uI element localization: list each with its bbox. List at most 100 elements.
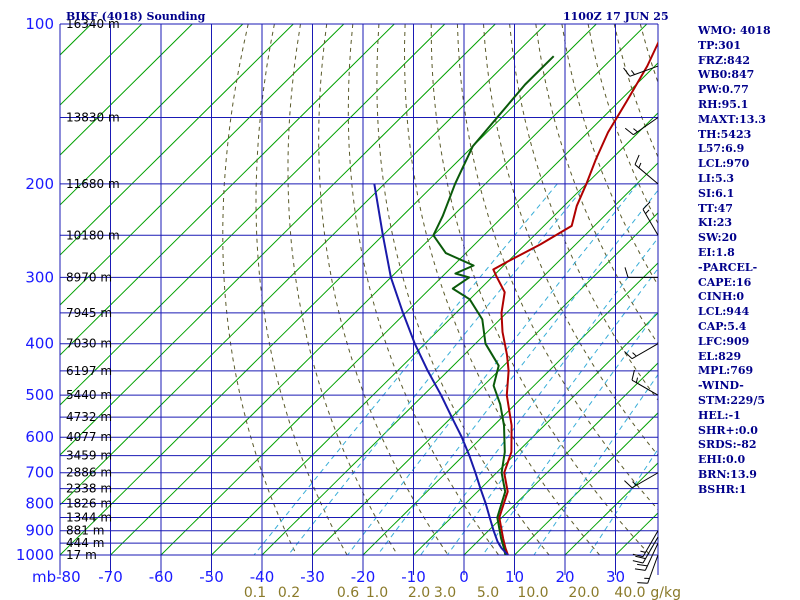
mixing-ratio-label: 10.0	[517, 585, 548, 600]
pressure-label: 100	[25, 15, 54, 33]
index-item: SI:6.1	[698, 186, 735, 200]
height-label: 10180 m	[66, 228, 120, 242]
index-item: LI:5.3	[698, 171, 735, 185]
pressure-label: 300	[25, 268, 54, 286]
height-label: 11680 m	[66, 177, 120, 191]
wind-barb	[634, 542, 659, 571]
index-item: PW:0.77	[698, 83, 749, 97]
temperature-tick-label: -60	[149, 568, 174, 586]
height-label: 13830 m	[66, 111, 120, 125]
mixing-ratio-label: 0.6	[337, 585, 359, 600]
index-item: TP:301	[698, 38, 742, 52]
index-item: EI:1.8	[698, 245, 735, 259]
index-item: RH:95.1	[698, 97, 749, 111]
wind-barb-flag	[631, 369, 635, 381]
chart-subtitle: 1100Z 17 JUN 25	[563, 10, 669, 23]
mixing-ratio-label: 5.0	[477, 585, 499, 600]
temperature-tick-label: -70	[98, 568, 123, 586]
mixing-ratio-label: 20.0	[568, 585, 599, 600]
index-item: TH:5423	[698, 127, 752, 141]
index-item: WMO: 4018	[698, 24, 771, 37]
mixing-ratio-label: 3.0	[434, 585, 456, 600]
sounding-indices-panel: WMO: 4018 TP:301 FRZ:842 WB0:847 PW:0.77 RH:9…	[698, 24, 800, 498]
index-item: BRN:13.9	[698, 467, 757, 481]
pressure-label: 800	[25, 495, 54, 513]
height-label: 4077 m	[66, 430, 112, 444]
mixing-ratio-label: 2.0	[408, 585, 430, 600]
wind-barb	[637, 554, 659, 584]
wind-barb	[624, 267, 658, 278]
wind-barb-flag	[637, 563, 648, 567]
isotherm-line	[60, 24, 395, 356]
mixing-ratio-line	[588, 448, 658, 555]
parcel-line	[373, 183, 509, 555]
wind-barb-flag	[637, 582, 648, 584]
chart-title: BIKF (4018) Sounding	[66, 10, 206, 23]
height-label: 8970 m	[66, 270, 112, 284]
wind-barb	[634, 154, 659, 185]
temperature-tick-label: -40	[250, 568, 275, 586]
mixing-ratio-line	[377, 189, 658, 555]
index-item: L57:6.9	[698, 142, 745, 156]
height-label: 16340 m	[66, 17, 120, 31]
temperature-tick-label: -50	[199, 568, 224, 586]
wind-barb-flag	[632, 553, 644, 558]
index-item: TT:47	[698, 201, 733, 215]
wind-barb-half-flag	[635, 377, 639, 383]
pressure-temperature-grid	[59, 23, 659, 575]
wind-barb-flag	[624, 351, 633, 360]
pressure-label: 400	[25, 335, 54, 353]
wind-barb-half-flag	[633, 128, 638, 133]
index-item: MPL:769	[698, 364, 754, 378]
height-label: 444 m	[66, 536, 104, 550]
temperature-tick-label: 30	[606, 568, 625, 586]
temperature-tick-label: 0	[459, 568, 469, 586]
wind-barb	[632, 536, 659, 564]
temperature-tick-label: 20	[555, 568, 574, 586]
index-item: LCL:944	[698, 305, 750, 319]
wind-barb	[632, 530, 659, 558]
height-label: 881 m	[66, 524, 104, 538]
wind-barb	[624, 117, 659, 136]
wind-barb-half-flag	[640, 550, 646, 553]
height-label: 7030 m	[66, 337, 112, 351]
wind-barb-half-flag	[632, 352, 637, 357]
mixing-ratio-label: 40.0	[614, 585, 645, 600]
dewpoint-line	[432, 55, 555, 555]
wind-barb	[631, 369, 659, 396]
temperature-line	[492, 40, 658, 555]
index-item: STM:229/5	[698, 393, 765, 407]
wind-barb-flag	[634, 154, 640, 165]
height-label: 7945 m	[66, 306, 112, 320]
pressure-label: 1000	[16, 546, 54, 564]
temperature-tick-label: mb-80	[32, 568, 81, 586]
wind-barb-flag	[642, 201, 651, 210]
wind-barb-half-flag	[638, 162, 642, 168]
height-label: 5440 m	[66, 388, 112, 402]
index-item: LCL:970	[698, 157, 750, 171]
wind-barb-flag	[623, 67, 631, 77]
wind-barb	[642, 201, 659, 236]
index-item: SW:20	[698, 231, 737, 245]
index-item: HEL:-1	[698, 408, 741, 422]
pressure-label: 200	[25, 175, 54, 193]
pressure-label: 600	[25, 428, 54, 446]
height-label: 17 m	[66, 548, 97, 562]
isotherm-line	[160, 62, 658, 555]
mixing-ratio-line	[446, 267, 658, 555]
pressure-label: 700	[25, 464, 54, 482]
mixing-ratio-line	[347, 183, 639, 555]
wind-barb-flag	[635, 555, 646, 560]
height-label: 1344 m	[66, 511, 112, 525]
index-item: WB0:847	[698, 68, 755, 82]
pressure-label: 900	[25, 522, 54, 540]
temperature-tick-label: 10	[505, 568, 524, 586]
height-label: 2338 m	[66, 482, 112, 496]
index-item: SRDS:-82	[698, 438, 757, 452]
mixing-ratio-line	[482, 309, 658, 555]
wind-barb-half-flag	[632, 481, 637, 486]
index-item: EHI:0.0	[698, 453, 746, 467]
index-item: EL:829	[698, 349, 742, 363]
